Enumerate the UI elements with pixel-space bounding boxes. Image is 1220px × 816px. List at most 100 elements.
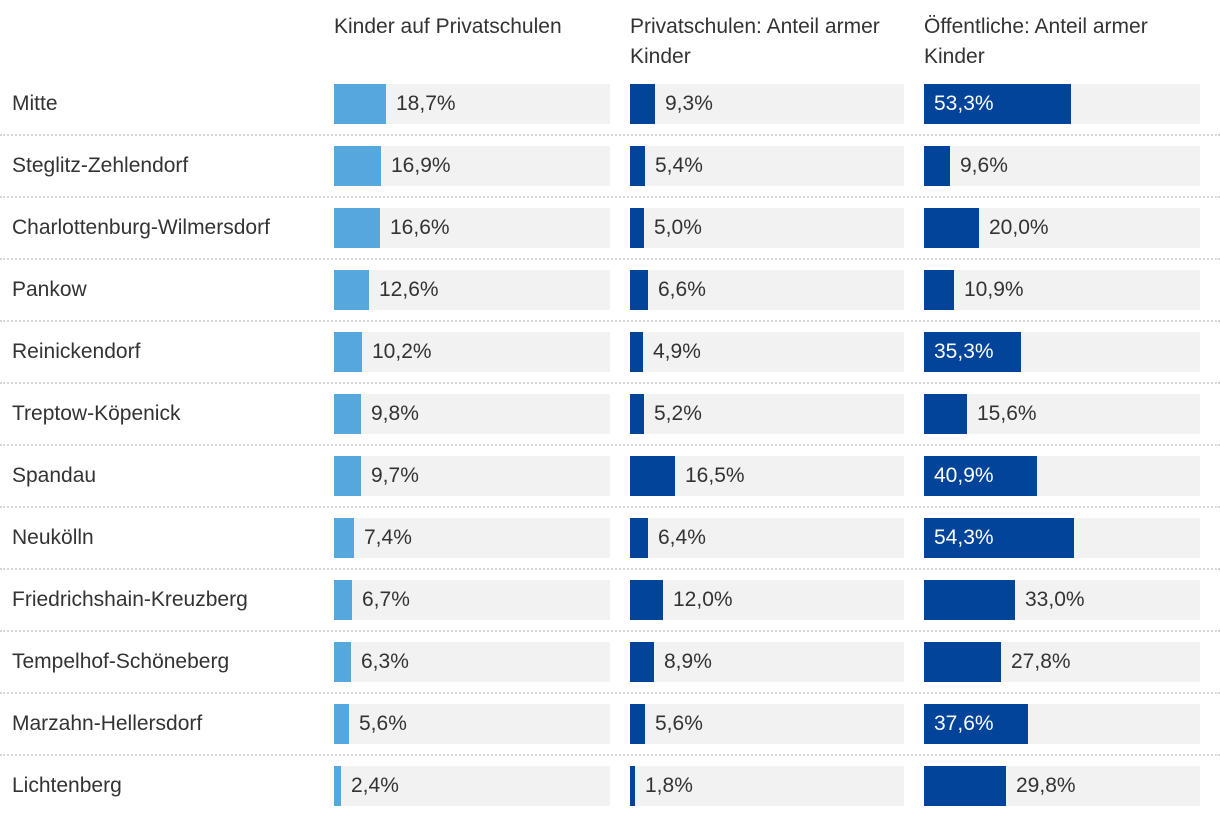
bar-private-school-share: [334, 456, 361, 496]
cell-private-school-share: 2,4%: [334, 766, 610, 806]
row-label: Spandau: [12, 464, 97, 487]
cell-private-school-share: 6,7%: [334, 580, 610, 620]
row-separator: [0, 754, 1220, 756]
table-row: Charlottenburg-Wilmersdorf 16,6% 5,0% 20,0%: [0, 208, 1220, 248]
cell-private-poor-share: 4,9%: [630, 332, 904, 372]
value-label-public-poor-share: 10,9%: [964, 278, 1024, 301]
row-separator: [0, 196, 1220, 198]
cell-private-poor-share: 6,4%: [630, 518, 904, 558]
table-row: Friedrichshain-Kreuzberg 6,7% 12,0% 33,0%: [0, 580, 1220, 620]
row-separator: [0, 444, 1220, 446]
bar-private-school-share: [334, 518, 354, 558]
cell-private-school-share: 18,7%: [334, 84, 610, 124]
cell-public-poor-share: 35,3%: [924, 332, 1200, 372]
value-label-private-poor-share: 16,5%: [685, 464, 745, 487]
value-label-private-school-share: 16,6%: [390, 216, 450, 239]
value-label-public-poor-share: 33,0%: [1025, 588, 1085, 611]
value-label-private-poor-share: 5,2%: [654, 402, 702, 425]
value-label-public-poor-share: 40,9%: [934, 464, 994, 487]
cell-private-school-share: 7,4%: [334, 518, 610, 558]
bar-private-school-share: [334, 270, 369, 310]
table-row: Tempelhof-Schöneberg 6,3% 8,9% 27,8%: [0, 642, 1220, 682]
table-row: Marzahn-Hellersdorf 5,6% 5,6% 37,6%: [0, 704, 1220, 744]
bar-private-poor-share: [630, 208, 644, 248]
value-label-public-poor-share: 27,8%: [1011, 650, 1071, 673]
value-label-private-school-share: 10,2%: [372, 340, 432, 363]
cell-private-school-share: 9,7%: [334, 456, 610, 496]
row-separator: [0, 692, 1220, 694]
row-label: Pankow: [12, 278, 87, 301]
cell-private-poor-share: 5,2%: [630, 394, 904, 434]
bar-public-poor-share: [924, 704, 1028, 744]
bar-private-poor-share: [630, 332, 643, 372]
value-label-private-poor-share: 6,6%: [658, 278, 706, 301]
table-row: Lichtenberg 2,4% 1,8% 29,8%: [0, 766, 1220, 806]
table-row: Pankow 12,6% 6,6% 10,9%: [0, 270, 1220, 310]
value-label-private-poor-share: 4,9%: [653, 340, 701, 363]
cell-private-poor-share: 1,8%: [630, 766, 904, 806]
cell-public-poor-share: 20,0%: [924, 208, 1200, 248]
column-header-private-poor-share: Privatschulen: Anteil armer Kinder: [630, 15, 880, 68]
value-label-private-school-share: 5,6%: [359, 712, 407, 735]
cell-private-school-share: 16,9%: [334, 146, 610, 186]
bar-public-poor-share: [924, 766, 1006, 806]
row-separator: [0, 320, 1220, 322]
table-row: Reinickendorf 10,2% 4,9% 35,3%: [0, 332, 1220, 372]
row-label: Neukölln: [12, 526, 94, 549]
row-label: Lichtenberg: [12, 774, 122, 797]
cell-private-poor-share: 16,5%: [630, 456, 904, 496]
bar-private-poor-share: [630, 580, 663, 620]
bar-private-poor-share: [630, 642, 654, 682]
cell-private-poor-share: 6,6%: [630, 270, 904, 310]
bar-private-poor-share: [630, 84, 655, 124]
bar-private-school-share: [334, 332, 362, 372]
cell-private-poor-share: 5,0%: [630, 208, 904, 248]
value-label-public-poor-share: 35,3%: [934, 340, 994, 363]
table-row: Steglitz-Zehlendorf 16,9% 5,4% 9,6%: [0, 146, 1220, 186]
cell-public-poor-share: 37,6%: [924, 704, 1200, 744]
bar-public-poor-share: [924, 146, 950, 186]
bar-private-school-share: [334, 580, 352, 620]
value-label-private-school-share: 2,4%: [351, 774, 399, 797]
value-label-private-school-share: 16,9%: [391, 154, 451, 177]
bar-private-poor-share: [630, 518, 648, 558]
bar-private-school-share: [334, 394, 361, 434]
value-label-private-school-share: 9,7%: [371, 464, 419, 487]
cell-private-school-share: 6,3%: [334, 642, 610, 682]
bar-private-school-share: [334, 84, 386, 124]
bar-private-school-share: [334, 766, 341, 806]
cell-public-poor-share: 40,9%: [924, 456, 1200, 496]
cell-private-poor-share: 9,3%: [630, 84, 904, 124]
bar-public-poor-share: [924, 456, 1037, 496]
bar-private-poor-share: [630, 270, 648, 310]
value-label-public-poor-share: 9,6%: [960, 154, 1008, 177]
table-row: Spandau 9,7% 16,5% 40,9%: [0, 456, 1220, 496]
bar-public-poor-share: [924, 580, 1015, 620]
cell-public-poor-share: 29,8%: [924, 766, 1200, 806]
bar-public-poor-share: [924, 270, 954, 310]
cell-private-poor-share: 8,9%: [630, 642, 904, 682]
value-label-private-school-share: 7,4%: [364, 526, 412, 549]
row-label: Mitte: [12, 92, 58, 115]
cell-public-poor-share: 27,8%: [924, 642, 1200, 682]
value-label-private-poor-share: 8,9%: [664, 650, 712, 673]
value-label-private-school-share: 12,6%: [379, 278, 439, 301]
row-label: Reinickendorf: [12, 340, 141, 363]
row-label: Tempelhof-Schöneberg: [12, 650, 230, 673]
value-label-public-poor-share: 53,3%: [934, 92, 994, 115]
bar-public-poor-share: [924, 332, 1021, 372]
cell-public-poor-share: 53,3%: [924, 84, 1200, 124]
bar-private-school-share: [334, 642, 351, 682]
cell-public-poor-share: 33,0%: [924, 580, 1200, 620]
bar-private-school-share: [334, 146, 381, 186]
value-label-private-school-share: 6,7%: [362, 588, 410, 611]
column-header-private-school-share: Kinder auf Privatschulen: [334, 15, 562, 38]
bar-private-school-share: [334, 208, 380, 248]
bar-public-poor-share: [924, 518, 1074, 558]
cell-private-poor-share: 5,6%: [630, 704, 904, 744]
value-label-public-poor-share: 15,6%: [977, 402, 1037, 425]
cell-public-poor-share: 15,6%: [924, 394, 1200, 434]
bar-public-poor-share: [924, 642, 1001, 682]
table-row: Neukölln 7,4% 6,4% 54,3%: [0, 518, 1220, 558]
cell-private-school-share: 16,6%: [334, 208, 610, 248]
